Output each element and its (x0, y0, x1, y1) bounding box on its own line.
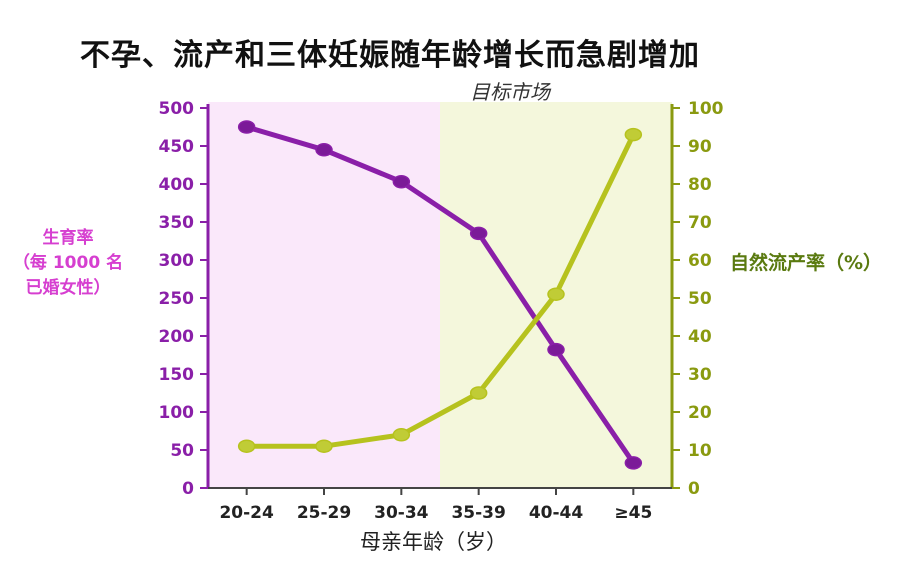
chart-title: 不孕、流产和三体妊娠随年龄增长而急剧增加 (80, 38, 700, 73)
data-point-fertility (469, 226, 488, 241)
series-label-miscarriage: 自发流产 (255, 397, 368, 430)
left-axis-label-line: （每 1000 名 (12, 253, 124, 273)
data-point-miscarriage (237, 439, 256, 453)
left-tick-label: 250 (159, 289, 195, 309)
x-tick-label: 25-29 (297, 503, 351, 523)
left-axis-label-line: 已婚女性） (25, 278, 111, 298)
right-tick-label: 100 (688, 99, 724, 119)
x-tick-label: ≥45 (614, 503, 652, 523)
data-point-fertility (547, 342, 565, 357)
series-label-fertility: 生育率 (248, 173, 333, 206)
left-tick-label: 200 (159, 327, 195, 347)
data-point-miscarriage (392, 428, 411, 442)
right-tick-label: 0 (688, 479, 700, 499)
x-tick-label: 40-44 (529, 503, 584, 523)
right-tick-label: 30 (688, 365, 712, 385)
data-point-miscarriage (315, 439, 333, 453)
data-point-fertility (392, 174, 411, 189)
left-tick-label: 450 (159, 137, 195, 157)
right-axis-label: 自然流产率（%） (730, 252, 883, 274)
x-tick-label: 20-24 (219, 503, 274, 523)
x-tick-label: 30-34 (374, 503, 429, 523)
background-band (440, 102, 672, 488)
left-tick-label: 400 (159, 175, 195, 195)
left-tick-label: 350 (159, 213, 195, 233)
right-tick-label: 40 (688, 327, 712, 347)
x-axis-label: 母亲年龄（岁） (360, 530, 507, 554)
data-point-miscarriage (624, 127, 643, 142)
data-point-miscarriage (547, 287, 565, 301)
left-axis-label-line: 生育率 (42, 228, 94, 248)
data-point-fertility (237, 120, 256, 134)
data-point-miscarriage (469, 386, 488, 400)
left-tick-label: 150 (159, 365, 195, 385)
right-tick-label: 20 (688, 403, 712, 423)
left-axis-label: 生育率 （每 1000 名 已婚女性） (8, 226, 128, 301)
right-tick-label: 10 (688, 441, 712, 461)
right-tick-label: 50 (688, 289, 712, 309)
left-tick-label: 300 (159, 251, 195, 271)
right-tick-label: 90 (688, 137, 712, 157)
left-tick-label: 50 (170, 441, 194, 461)
data-point-fertility (624, 456, 643, 470)
data-point-fertility (315, 143, 333, 157)
left-tick-label: 0 (182, 479, 194, 499)
left-tick-label: 100 (159, 403, 195, 423)
x-tick-label: 35-39 (451, 503, 505, 523)
left-tick-label: 500 (159, 99, 195, 119)
right-tick-label: 60 (688, 251, 712, 271)
chart-subtitle: 目标市场 (470, 80, 550, 104)
right-tick-label: 80 (688, 175, 712, 195)
right-tick-label: 70 (688, 213, 712, 233)
